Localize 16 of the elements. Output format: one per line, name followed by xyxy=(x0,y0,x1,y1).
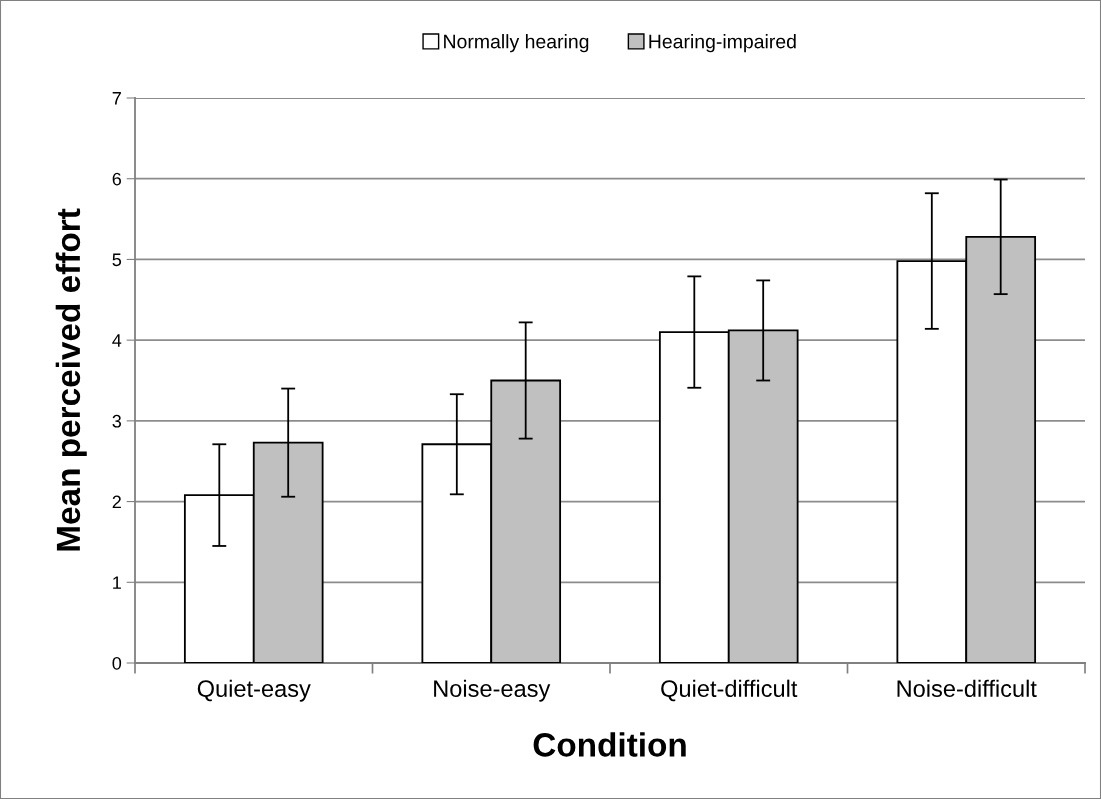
legend-label: Normally hearing xyxy=(444,34,589,53)
x-tick-label: Quiet-easy xyxy=(197,679,311,702)
y-tick-label: 4 xyxy=(112,334,122,347)
y-axis-title: Mean perceived effort xyxy=(55,208,87,551)
y-tick-label: 6 xyxy=(112,172,122,186)
legend-label: Hearing-impaired xyxy=(649,34,796,53)
y-tick-label: 2 xyxy=(112,495,121,509)
y-tick-label: 7 xyxy=(112,92,121,105)
x-tick-label: Noise-easy xyxy=(434,679,551,702)
x-axis-title: Condition xyxy=(533,732,686,757)
y-tick-label: 0 xyxy=(112,656,122,670)
x-tick-label: Noise-difficult xyxy=(897,679,1037,698)
y-tick-label: 1 xyxy=(113,576,121,589)
y-tick-label: 3 xyxy=(112,414,122,428)
x-tick-label: Quiet-difficult xyxy=(661,679,798,702)
y-tick-label: 5 xyxy=(112,253,122,267)
